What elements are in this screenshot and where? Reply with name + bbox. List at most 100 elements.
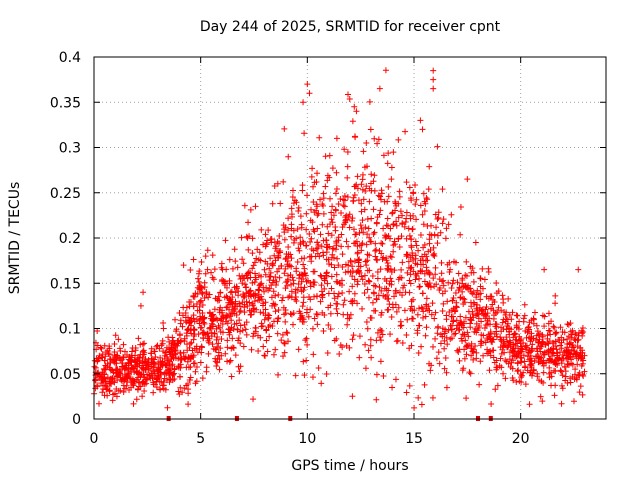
data-point [272,257,279,264]
data-point [421,278,428,285]
data-point [395,200,402,207]
data-point [298,288,305,295]
data-point [270,300,277,307]
data-point [236,309,243,316]
data-point [533,345,540,352]
data-point [323,370,330,377]
data-point [266,273,273,280]
data-point [493,366,500,373]
data-point [346,211,353,218]
data-point [523,334,530,341]
data-point [347,269,354,276]
data-point [332,223,339,230]
data-point [509,353,516,360]
data-point [348,217,355,224]
data-point [478,318,485,325]
data-point [441,337,448,344]
data-point [203,364,210,371]
data-point [248,346,255,353]
data-point [334,293,341,300]
data-point [260,284,267,291]
data-point [300,239,307,246]
data-point [481,325,488,332]
data-point [324,172,331,179]
y-tick-label: 0.1 [59,322,81,338]
data-point [393,338,400,345]
data-point [443,334,450,341]
data-point [380,152,387,159]
y-tick-labels: 0 0.05 0.1 0.15 0.2 0.25 0.3 0.35 0.4 [50,50,81,428]
data-point [397,318,404,325]
data-point [223,311,230,318]
data-point [345,243,352,250]
data-point [459,277,466,284]
data-point [442,235,449,242]
data-point [477,290,484,297]
data-point [288,263,295,270]
data-point [460,300,467,307]
data-point [536,354,543,361]
data-point [272,292,279,299]
data-point [150,364,157,371]
data-point [323,269,330,276]
data-point [458,335,465,342]
data-point [155,374,162,381]
data-point [468,269,475,276]
data-point [275,314,282,321]
data-point [115,387,122,394]
data-point [403,179,410,186]
data-point [338,243,345,250]
data-point [576,389,583,396]
data-point [447,266,454,273]
data-point [315,210,322,217]
data-point [347,311,354,318]
data-point [106,380,113,387]
data-point [477,283,484,290]
data-point [489,347,496,354]
data-point [373,296,380,303]
data-point [313,310,320,317]
data-point [449,280,456,287]
data-point [198,324,205,331]
data-point [271,252,278,259]
data-point [562,368,569,375]
data-point [450,294,457,301]
data-point [285,294,292,301]
data-point [185,326,192,333]
data-point [265,227,272,234]
data-point [391,267,398,274]
data-point [208,320,215,327]
data-point [321,277,328,284]
data-point [349,263,356,270]
data-point [450,277,457,284]
data-point [334,278,341,285]
data-point [432,335,439,342]
data-point [384,215,391,222]
data-point [447,322,454,329]
data-point [437,340,444,347]
data-point [322,183,329,190]
data-point [273,243,280,250]
data-point [461,355,468,362]
data-point [401,307,408,314]
data-point [303,335,310,342]
data-point [238,234,245,241]
data-point [391,293,398,300]
data-point [388,164,395,171]
data-point [151,348,158,355]
data-point [498,336,505,343]
data-point [557,342,564,349]
data-point [129,348,136,355]
data-point [134,386,141,393]
data-point [408,264,415,271]
data-point [504,338,510,345]
data-point [528,355,535,362]
data-point [250,333,257,340]
data-point [358,208,365,215]
data-point [382,67,389,74]
data-point [562,373,569,380]
data-point [202,270,209,277]
data-point [336,350,343,357]
data-point [376,284,383,291]
data-point [425,186,432,193]
